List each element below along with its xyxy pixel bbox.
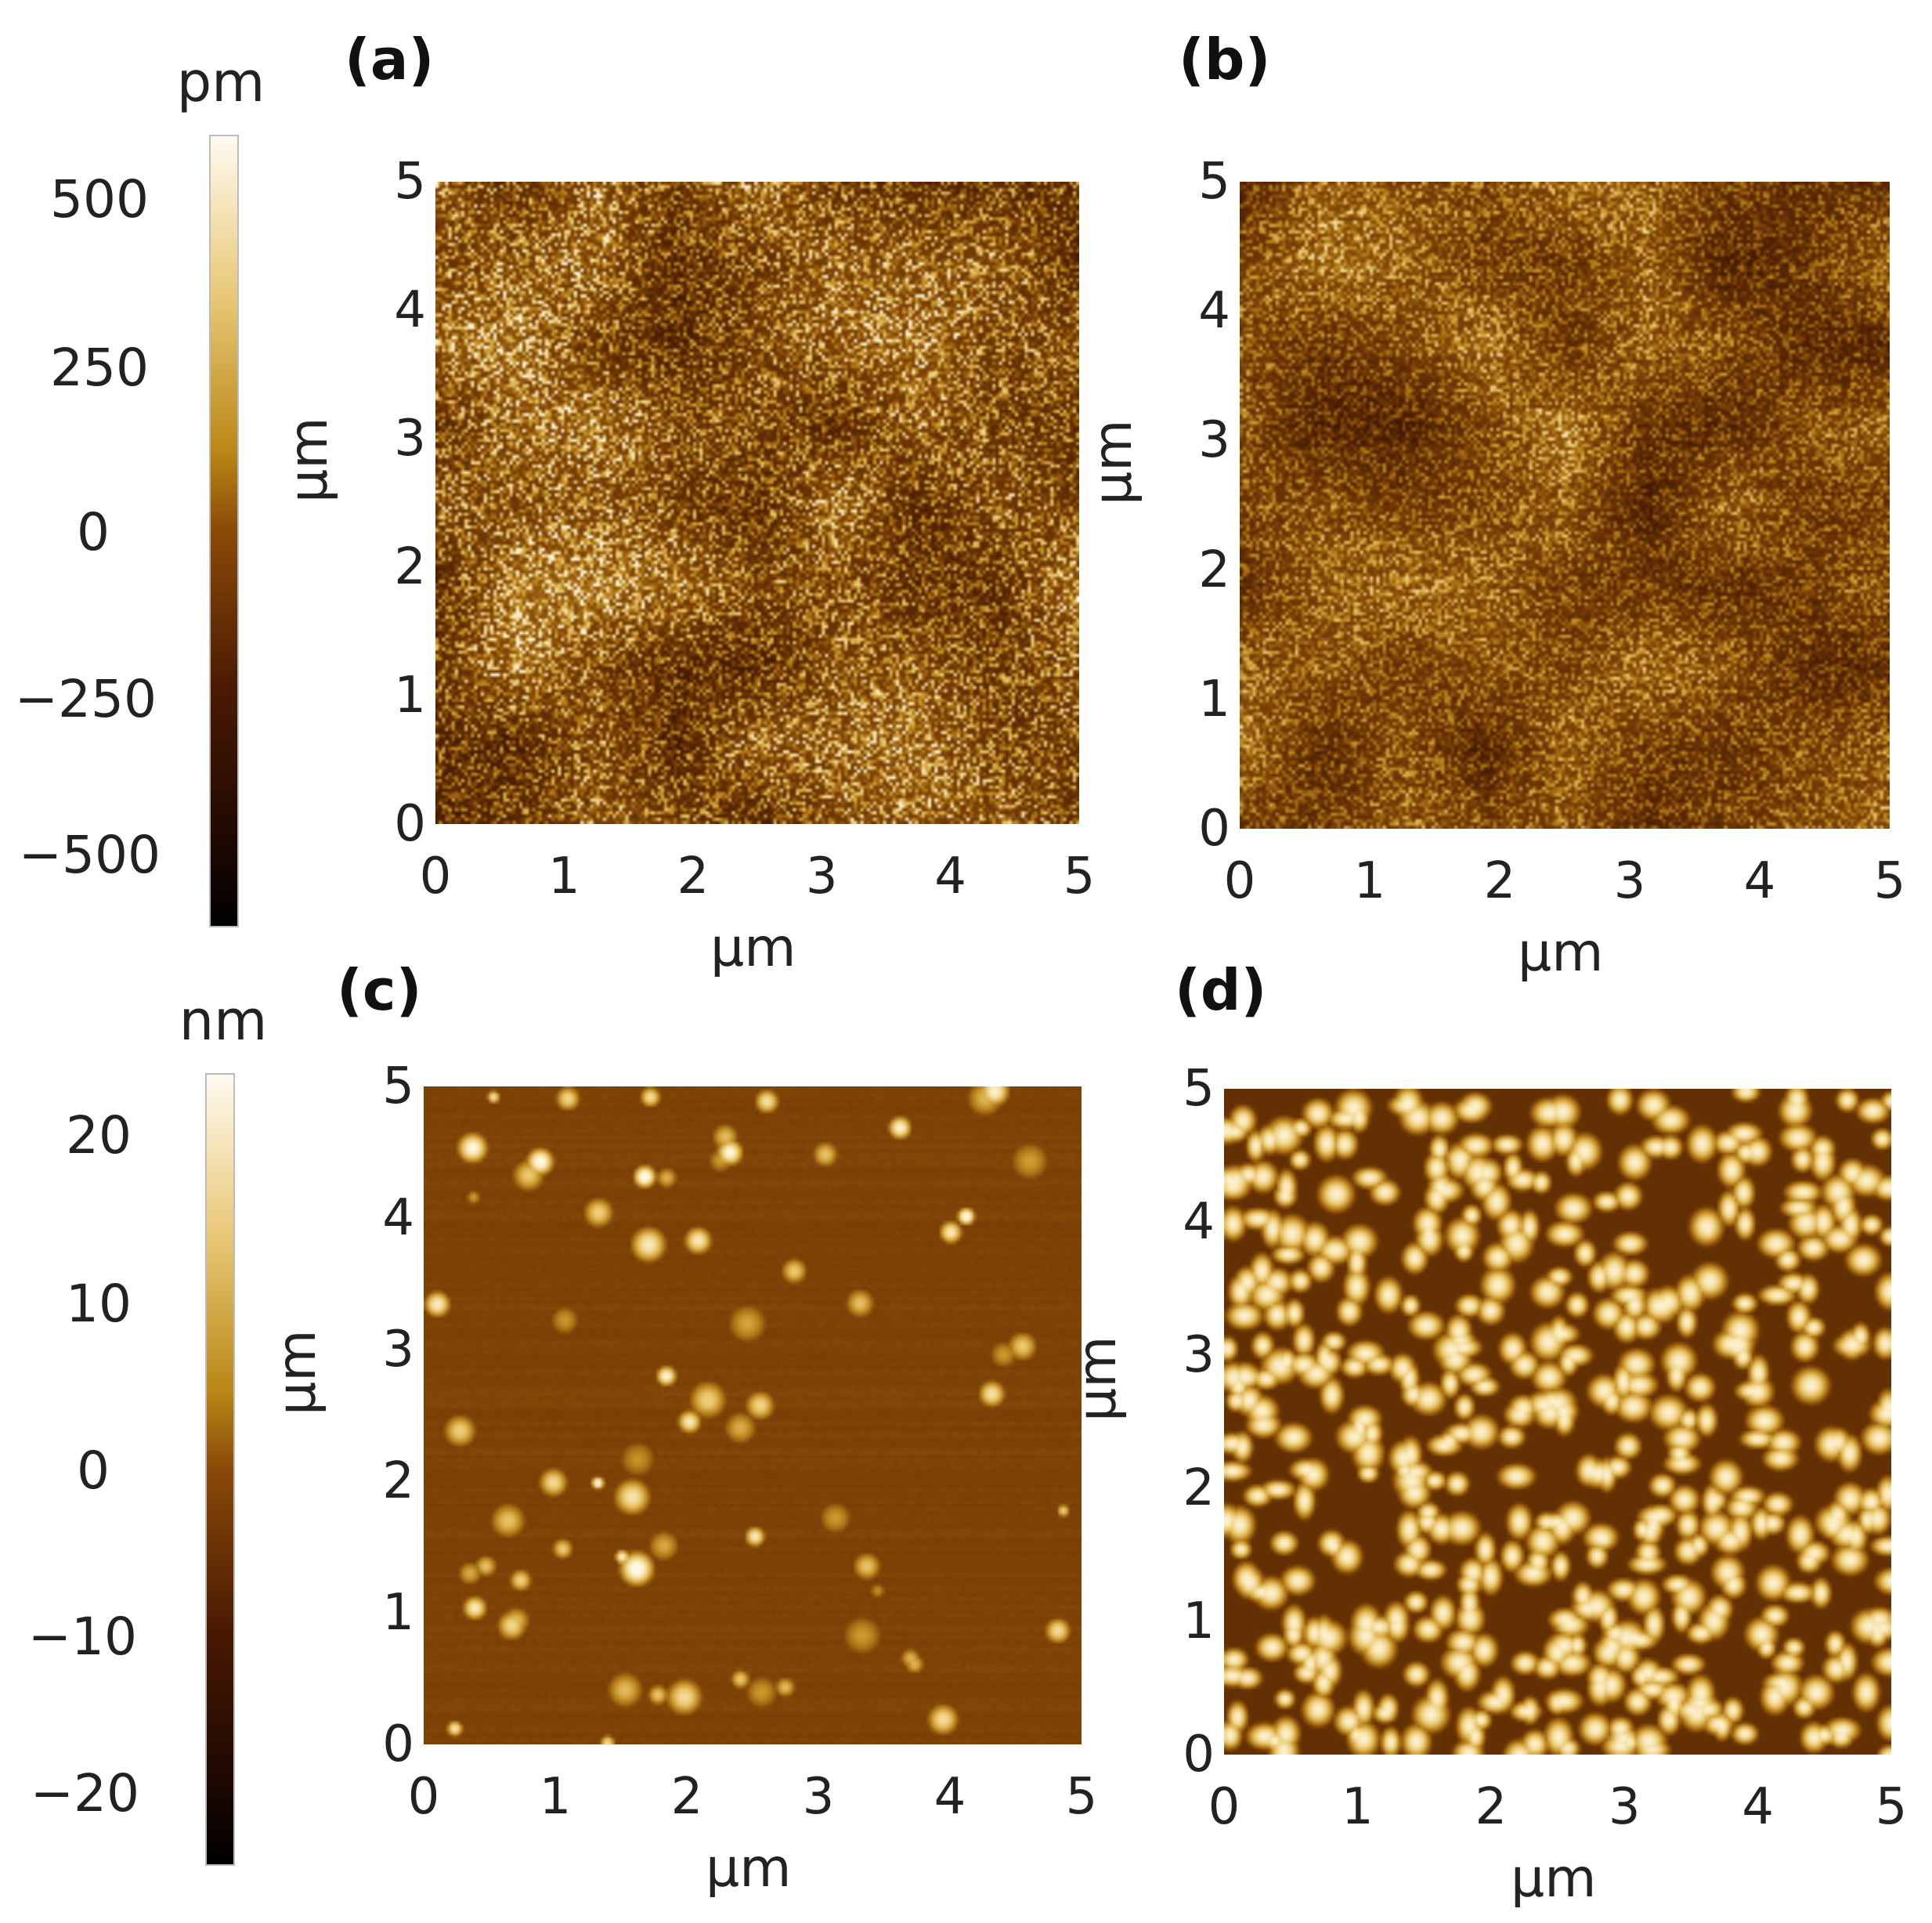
colorbar-tick: −250 bbox=[14, 669, 157, 729]
x-tick-label: 2 bbox=[670, 1768, 703, 1826]
y-tick-label: 4 bbox=[382, 1189, 414, 1247]
panel-label: (c) bbox=[337, 957, 422, 1023]
colorbar-gradient bbox=[205, 1073, 235, 1866]
x-tick-label: 4 bbox=[933, 1768, 966, 1826]
x-tick-label: 5 bbox=[1875, 1778, 1908, 1836]
afm-height-map bbox=[1224, 1089, 1891, 1755]
x-tick-label: 2 bbox=[1483, 852, 1516, 910]
x-tick-label: 3 bbox=[802, 1768, 835, 1826]
y-tick-label: 1 bbox=[1198, 670, 1230, 728]
x-tick-label: 2 bbox=[1475, 1778, 1508, 1836]
y-axis-label: µm bbox=[278, 417, 340, 503]
x-tick-label: 4 bbox=[1743, 852, 1776, 910]
x-tick-label: 1 bbox=[1353, 852, 1386, 910]
y-tick-label: 1 bbox=[394, 667, 426, 725]
y-tick-label: 4 bbox=[1198, 282, 1230, 341]
panel-label: (a) bbox=[345, 27, 435, 92]
x-tick-label: 1 bbox=[548, 848, 580, 905]
panel-label: (b) bbox=[1179, 27, 1271, 92]
x-tick-label: 1 bbox=[1342, 1778, 1374, 1836]
x-tick-label: 2 bbox=[677, 848, 710, 905]
colorbar-tick: 500 bbox=[50, 169, 149, 230]
colorbar-unit: pm bbox=[176, 50, 265, 114]
y-axis-label: µm bbox=[266, 1329, 328, 1415]
afm-height-map bbox=[1240, 182, 1890, 829]
y-tick-label: 3 bbox=[1183, 1326, 1215, 1384]
colorbar-tick: −500 bbox=[18, 825, 161, 885]
x-tick-label: 1 bbox=[539, 1768, 572, 1826]
y-tick-label: 5 bbox=[1198, 153, 1230, 211]
y-tick-label: 5 bbox=[382, 1057, 414, 1115]
x-axis-label: µm bbox=[1511, 1848, 1597, 1910]
colorbar-tick: −20 bbox=[30, 1763, 139, 1824]
colorbar-unit: nm bbox=[179, 989, 268, 1053]
x-tick-label: 3 bbox=[1608, 1778, 1641, 1836]
x-tick-label: 5 bbox=[1063, 848, 1096, 905]
y-tick-label: 4 bbox=[1183, 1193, 1215, 1251]
colorbar-tick: 250 bbox=[50, 338, 149, 398]
y-tick-label: 2 bbox=[1183, 1459, 1215, 1517]
y-tick-label: 0 bbox=[1183, 1726, 1215, 1784]
x-tick-label: 4 bbox=[1742, 1778, 1774, 1836]
y-tick-label: 2 bbox=[394, 538, 426, 596]
x-tick-label: 3 bbox=[805, 848, 838, 905]
y-axis-label: µm bbox=[1067, 1336, 1129, 1422]
y-tick-label: 3 bbox=[382, 1321, 414, 1379]
y-tick-label: 4 bbox=[394, 281, 426, 339]
x-tick-label: 0 bbox=[1223, 852, 1256, 910]
colorbar-tick: 20 bbox=[66, 1105, 132, 1166]
y-tick-label: 3 bbox=[394, 410, 426, 468]
y-axis-label: µm bbox=[1082, 419, 1144, 505]
afm-height-map bbox=[424, 1086, 1082, 1744]
y-tick-label: 5 bbox=[1183, 1060, 1215, 1118]
y-tick-label: 1 bbox=[382, 1584, 414, 1642]
y-tick-label: 2 bbox=[1198, 540, 1230, 599]
y-tick-label: 1 bbox=[1183, 1592, 1215, 1650]
x-axis-label: µm bbox=[706, 1838, 792, 1900]
x-tick-label: 0 bbox=[1208, 1778, 1240, 1836]
colorbar-tick: −10 bbox=[27, 1607, 137, 1667]
x-axis-label: µm bbox=[1518, 922, 1604, 984]
colorbar-tick: 0 bbox=[77, 502, 110, 562]
x-tick-label: 5 bbox=[1065, 1768, 1098, 1826]
colorbar-gradient bbox=[209, 135, 239, 927]
x-tick-label: 5 bbox=[1873, 852, 1906, 910]
x-tick-label: 0 bbox=[419, 848, 452, 905]
x-axis-label: µm bbox=[710, 917, 796, 979]
panel-label: (d) bbox=[1175, 957, 1267, 1023]
x-tick-label: 4 bbox=[934, 848, 966, 905]
afm-height-map bbox=[435, 182, 1079, 824]
x-tick-label: 3 bbox=[1613, 852, 1646, 910]
y-tick-label: 0 bbox=[382, 1715, 414, 1773]
x-tick-label: 0 bbox=[407, 1768, 440, 1826]
y-tick-label: 2 bbox=[382, 1452, 414, 1510]
y-tick-label: 0 bbox=[394, 795, 426, 853]
y-tick-label: 5 bbox=[394, 153, 426, 211]
y-tick-label: 0 bbox=[1198, 800, 1230, 858]
colorbar-tick: 10 bbox=[66, 1274, 132, 1334]
y-tick-label: 3 bbox=[1198, 411, 1230, 470]
colorbar-tick: 0 bbox=[77, 1440, 110, 1501]
